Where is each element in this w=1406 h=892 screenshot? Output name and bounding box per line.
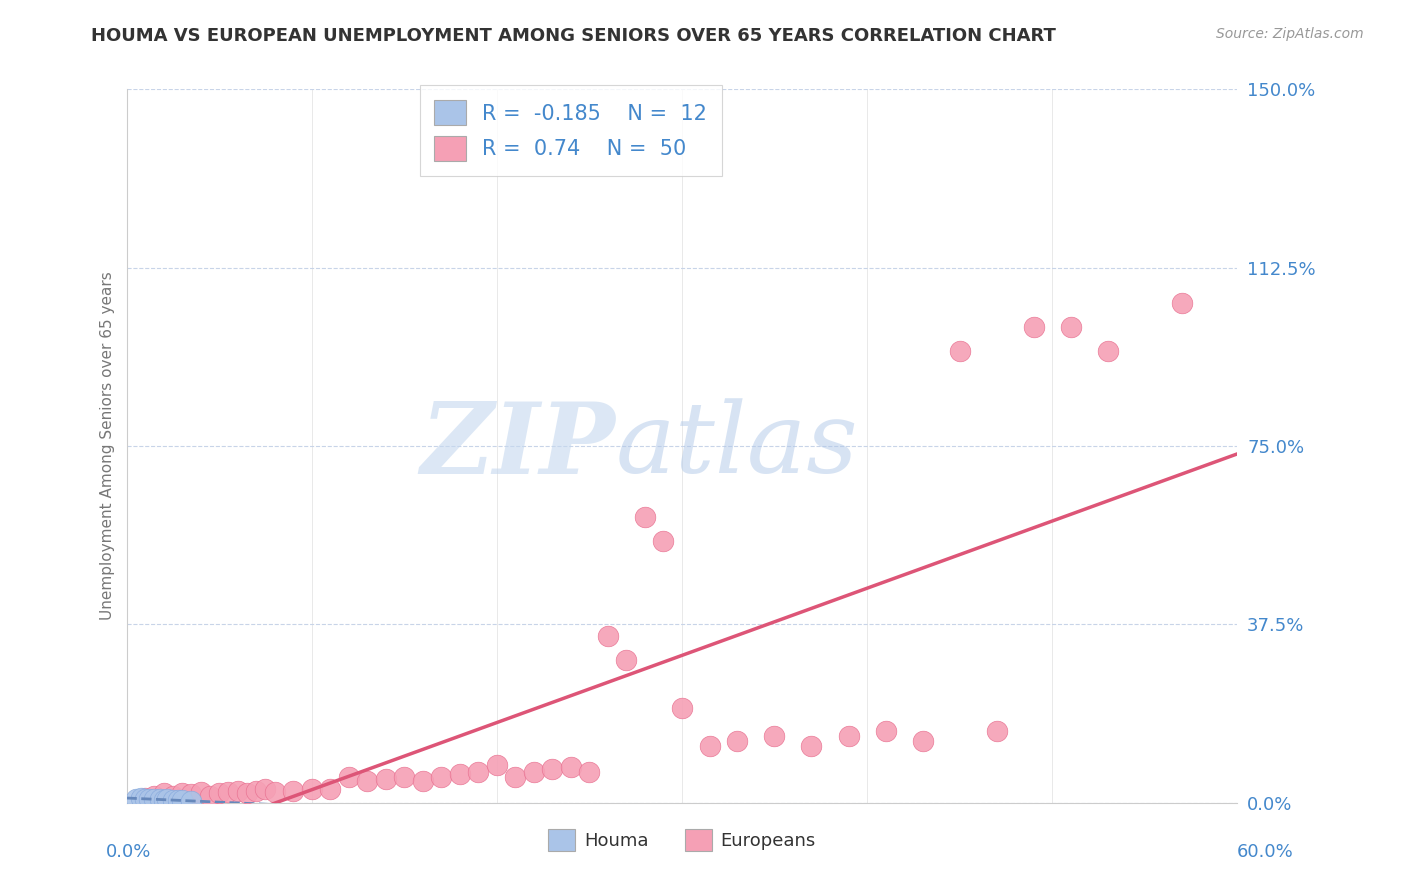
Point [394,770,416,784]
Point [156,792,179,806]
Point [198,789,221,803]
Point [125,792,148,806]
Point [596,629,619,643]
Point [699,739,721,753]
Point [1022,320,1045,334]
Point [217,785,239,799]
Point [949,343,972,358]
Text: ZIP: ZIP [420,398,616,494]
Point [337,770,360,784]
Point [281,784,305,798]
Point [167,793,190,807]
Point [467,764,489,779]
Text: HOUMA VS EUROPEAN UNEMPLOYMENT AMONG SENIORS OVER 65 YEARS CORRELATION CHART: HOUMA VS EUROPEAN UNEMPLOYMENT AMONG SEN… [91,27,1056,45]
Point [301,782,323,797]
Point [374,772,396,786]
Point [131,791,153,805]
Point [1170,296,1192,310]
Point [634,510,657,524]
Point [1060,320,1083,334]
Text: atlas: atlas [616,399,858,493]
Point [412,774,434,789]
Legend: Houma, Europeans: Houma, Europeans [541,822,823,858]
Point [143,789,166,803]
Text: 60.0%: 60.0% [1237,843,1294,861]
Point [430,770,453,784]
Point [134,791,156,805]
Point [236,786,259,800]
Point [172,793,194,807]
Point [190,785,212,799]
Point [152,793,174,807]
Point [986,724,1008,739]
Point [800,739,823,753]
Point [541,763,564,777]
Y-axis label: Unemployment Among Seniors over 65 years: Unemployment Among Seniors over 65 years [100,272,115,620]
Point [152,786,174,800]
Point [485,757,508,772]
Point [523,764,546,779]
Point [172,786,194,800]
Point [319,781,342,796]
Point [180,787,202,801]
Point [134,792,156,806]
Text: 0.0%: 0.0% [105,843,150,861]
Point [875,724,897,739]
Point [143,792,166,806]
Point [503,770,526,784]
Point [652,534,675,549]
Point [616,653,638,667]
Point [226,784,249,798]
Point [911,734,934,748]
Point [838,729,860,743]
Point [671,700,693,714]
Point [578,764,600,779]
Point [254,782,277,797]
Point [180,794,202,808]
Point [356,774,378,789]
Point [763,729,786,743]
Point [162,789,184,803]
Point [449,767,471,781]
Point [560,760,582,774]
Point [263,785,285,799]
Point [1097,343,1119,358]
Point [138,791,160,805]
Point [162,793,184,807]
Point [208,786,231,800]
Text: Source: ZipAtlas.com: Source: ZipAtlas.com [1216,27,1364,41]
Point [727,734,749,748]
Point [149,792,172,806]
Point [245,784,267,798]
